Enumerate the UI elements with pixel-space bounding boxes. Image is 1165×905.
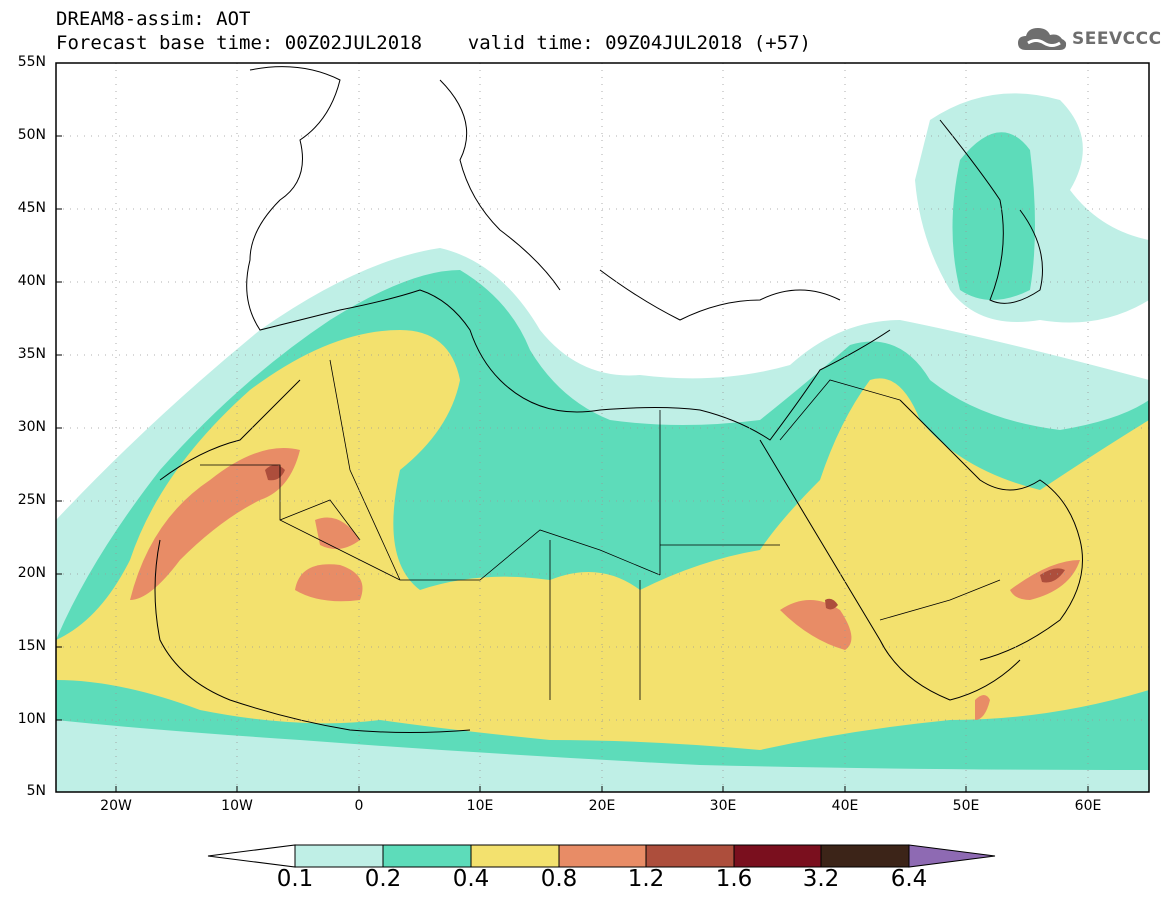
axis-ticks [56,62,1089,792]
lon-label-10e: 10E [466,798,494,814]
colorbar-label-1.2: 1.2 [627,866,665,892]
lon-label-0: 0 [354,798,364,814]
colorbar-bin-0.2 [382,844,472,868]
lat-label-5n: 5N [26,783,46,799]
graticule [56,63,1149,792]
country-borders [200,359,1001,700]
lat-label-30n: 30N [17,419,46,435]
colorbar [207,844,996,868]
cloud-icon [1018,28,1067,50]
colorbar-label-3.2: 3.2 [802,866,840,892]
colorbar-bin-3.2 [820,844,910,868]
colorbar-label-6.4: 6.4 [890,866,928,892]
lon-label-60e: 60E [1074,798,1102,814]
colorbar-under-arrow [207,844,296,868]
map-title: DREAM8-assim: AOT [56,8,251,30]
colorbar-label-1.6: 1.6 [715,866,753,892]
lat-label-15n: 15N [17,638,46,654]
colorbar-label-0.2: 0.2 [364,866,402,892]
colorbar-label-0.1: 0.1 [276,866,314,892]
lat-label-45n: 45N [17,200,46,216]
colorbar-bin-0.1 [294,844,384,868]
seevccc-logo: SEEVCCC [1016,24,1162,54]
colorbar-bin-0.8 [558,844,647,868]
lat-label-10n: 10N [17,711,46,727]
lon-label-30e: 30E [709,798,737,814]
colorbar-bin-0.4 [470,844,560,868]
lon-label-20e: 20E [588,798,616,814]
aot-band-0.8 [130,448,1080,720]
colorbar-bin-1.6 [733,844,822,868]
colorbar-label-0.8: 0.8 [540,866,578,892]
lon-label-20w: 20W [100,798,132,814]
lon-label-40e: 40E [831,798,859,814]
lat-label-35n: 35N [17,346,46,362]
coastlines [154,66,1083,733]
aot-band-0.4 [56,330,1149,750]
lon-label-50e: 50E [952,798,980,814]
lat-label-40n: 40N [17,273,46,289]
lat-label-55n: 55N [17,54,46,70]
lon-label-10w: 10W [221,798,253,814]
forecast-times: Forecast base time: 00Z02JUL2018 valid t… [56,32,811,54]
colorbar-bin-1.2 [645,844,735,868]
colorbar-over-arrow [908,844,996,868]
lat-label-25n: 25N [17,492,46,508]
lat-label-50n: 50N [17,127,46,143]
colorbar-label-0.4: 0.4 [452,866,490,892]
logo-text: SEEVCCC [1072,29,1162,49]
lat-label-20n: 20N [17,565,46,581]
